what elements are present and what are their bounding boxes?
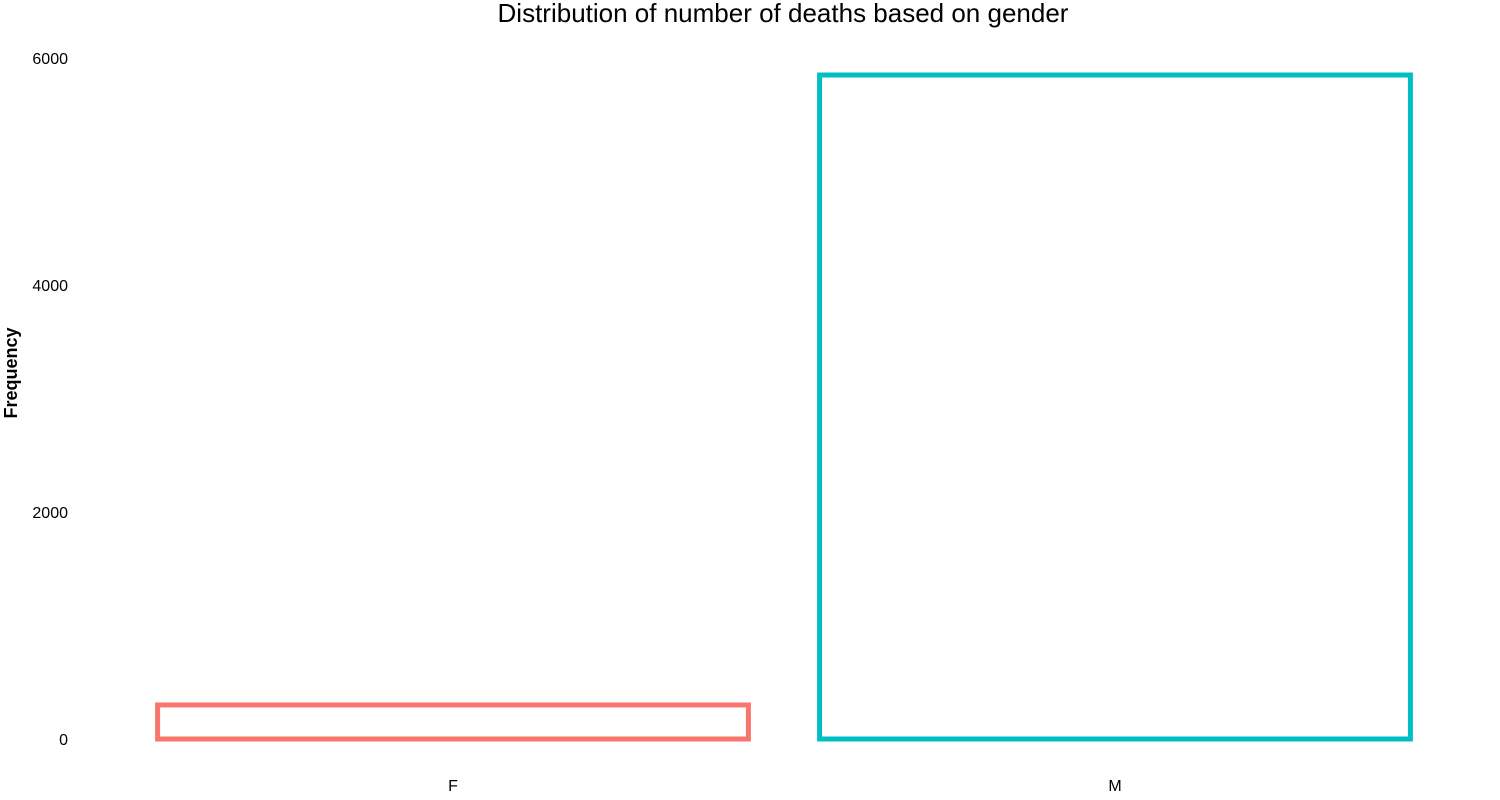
y-axis-ticks: 0 2000 4000 6000 [32,51,68,749]
y-axis-label: Frequency [1,327,21,418]
y-tick-label: 2000 [32,505,68,522]
y-tick-label: 4000 [32,278,68,295]
bars [155,72,1413,742]
bar-m [817,72,1413,742]
y-tick-label: 0 [59,732,68,749]
bar-f [155,702,751,742]
x-tick-label: F [448,778,458,795]
x-tick-label: M [1108,778,1121,795]
y-tick-label: 6000 [32,51,68,68]
chart-title: Distribution of number of deaths based o… [498,0,1069,28]
